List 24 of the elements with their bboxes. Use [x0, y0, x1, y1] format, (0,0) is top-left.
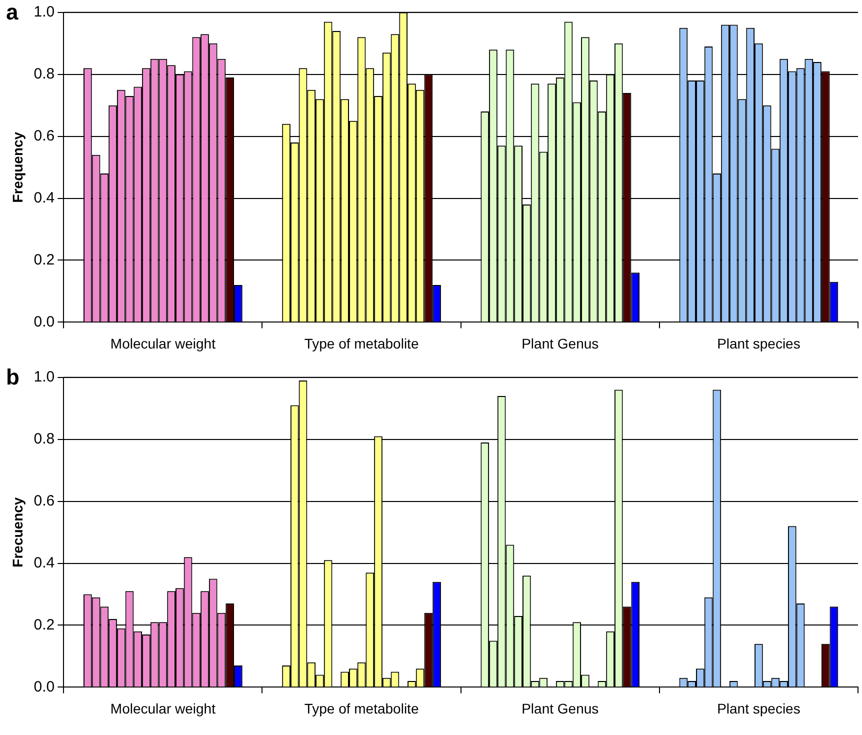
y-tick-label: 0.0: [34, 678, 55, 696]
y-tick-label: 1.0: [34, 368, 55, 386]
y-axis-title: Frecuency: [9, 497, 26, 568]
x-tick-label: Type of metabolite: [304, 335, 419, 352]
x-tick-label: Molecular weight: [110, 700, 216, 716]
y-tick-label: 0.2: [34, 616, 55, 634]
y-tick-label: 0.8: [34, 66, 55, 82]
y-tick-label: 0.0: [34, 313, 55, 330]
y-tick-label: 0.6: [34, 492, 55, 510]
chart-title: a: [6, 0, 19, 24]
x-tick-label: Plant species: [717, 700, 800, 716]
y-tick-label: 0.6: [34, 127, 55, 144]
x-tick-label: Plant Genus: [522, 335, 599, 352]
x-tick-label: Plant Genus: [522, 700, 599, 716]
y-tick-label: 0.8: [34, 430, 55, 448]
x-tick-label: Type of metabolite: [304, 700, 419, 716]
chart-title: b: [6, 364, 20, 390]
y-tick-label: 0.4: [34, 189, 55, 206]
x-tick-label: Plant species: [717, 335, 800, 352]
y-tick-label: 0.4: [34, 554, 55, 572]
y-axis-title: Frequency: [9, 132, 26, 203]
x-tick-label: Molecular weight: [110, 335, 216, 352]
y-tick-label: 0.2: [34, 251, 55, 268]
y-tick-label: 1.0: [34, 4, 55, 21]
